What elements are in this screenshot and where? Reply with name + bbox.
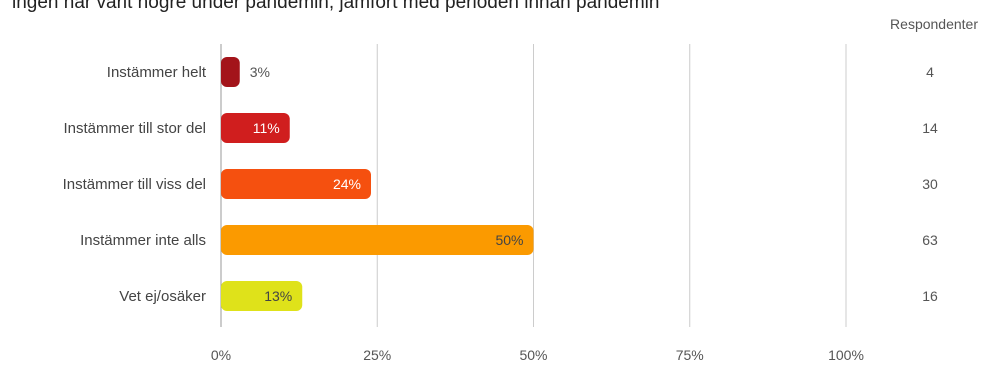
x-tick-label: 25% [363, 347, 391, 363]
respondent-count: 14 [922, 120, 938, 136]
bar [221, 169, 371, 199]
category-label: Vet ej/osäker [119, 288, 206, 305]
bars [221, 57, 534, 311]
bar [221, 113, 290, 143]
bar [221, 57, 240, 87]
respondent-count: 4 [926, 64, 934, 80]
category-label: Instämmer till viss del [63, 176, 206, 193]
data-label: 24% [333, 176, 361, 192]
bar [221, 225, 534, 255]
data-label: 3% [250, 64, 270, 80]
x-tick-label: 50% [519, 347, 547, 363]
category-label: Instämmer helt [107, 64, 207, 81]
respondents-header: Respondenter [890, 16, 978, 32]
respondent-count: 16 [922, 288, 938, 304]
data-label: 50% [495, 232, 523, 248]
bar [221, 281, 303, 311]
chart-title: ingen har varit högre under pandemin, jä… [12, 0, 659, 13]
x-tick-label: 75% [676, 347, 704, 363]
data-label: 13% [264, 288, 292, 304]
data-label: 11% [253, 120, 280, 136]
labels: 0% 25% 50% 75% 100% Instämmer helt 3% 4 Instämme… [63, 64, 938, 363]
respondent-count: 30 [922, 176, 938, 192]
gridlines [220, 44, 847, 327]
x-tick-label: 0% [211, 347, 231, 363]
x-tick-label: 100% [828, 347, 864, 363]
category-label: Instämmer inte alls [80, 232, 206, 249]
category-label: Instämmer till stor del [63, 120, 206, 137]
respondent-count: 63 [922, 232, 938, 248]
